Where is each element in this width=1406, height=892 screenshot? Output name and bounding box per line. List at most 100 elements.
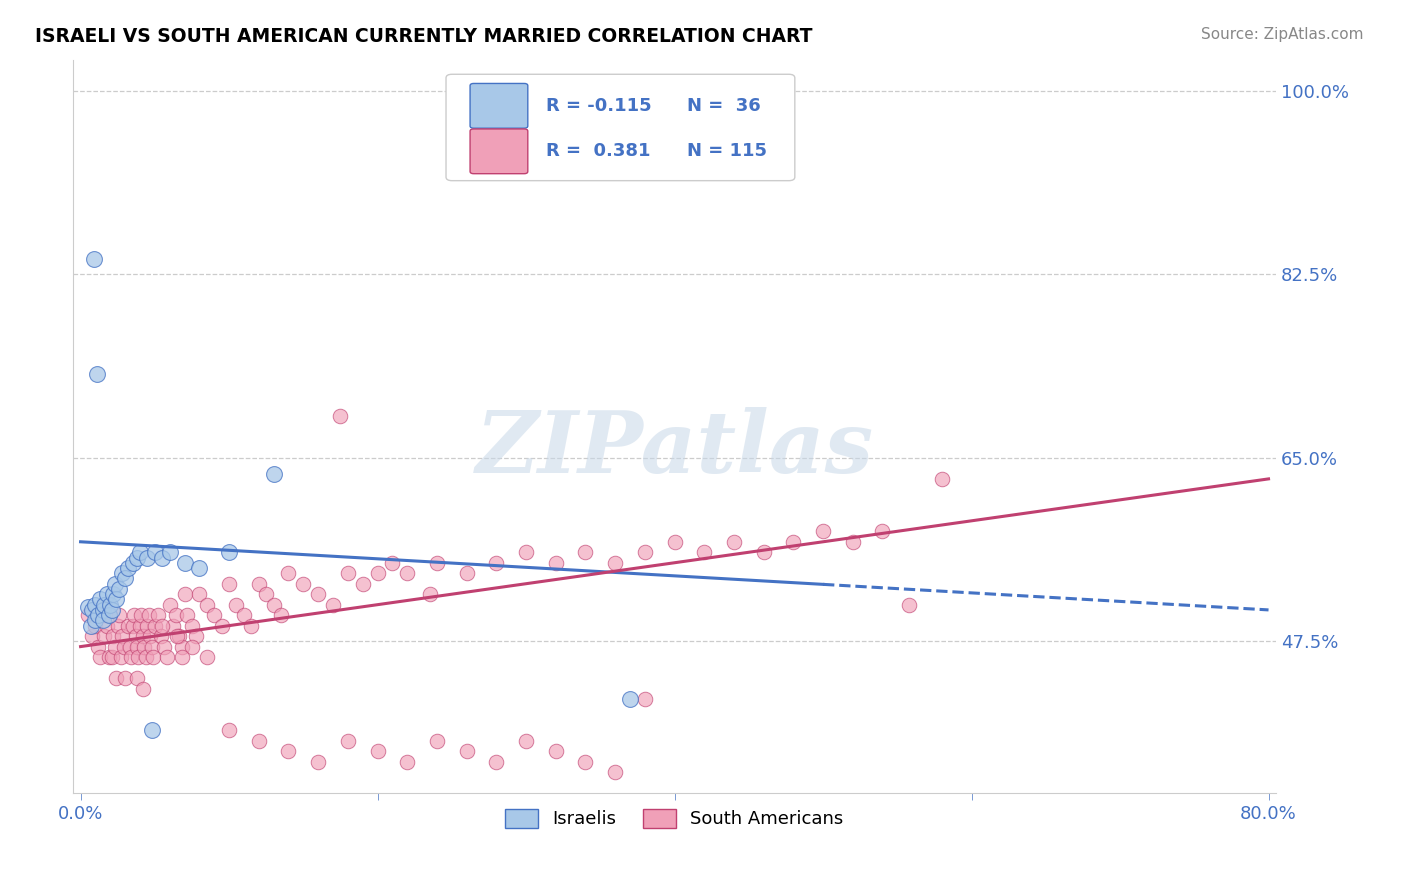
Text: N = 115: N = 115 bbox=[686, 143, 766, 161]
Point bbox=[218, 723, 240, 738]
Point bbox=[129, 545, 152, 559]
Point bbox=[97, 608, 120, 623]
Point bbox=[352, 576, 374, 591]
Point bbox=[544, 556, 567, 570]
Point bbox=[456, 744, 478, 758]
Point bbox=[167, 629, 190, 643]
Point bbox=[84, 614, 107, 628]
Point bbox=[134, 640, 156, 654]
Point bbox=[162, 618, 184, 632]
Point bbox=[811, 524, 834, 539]
Point bbox=[396, 566, 419, 581]
Point bbox=[150, 618, 173, 632]
Point bbox=[86, 367, 108, 381]
Point bbox=[693, 545, 716, 559]
Point bbox=[110, 650, 132, 665]
Point bbox=[195, 598, 218, 612]
Point bbox=[418, 587, 440, 601]
Point bbox=[426, 734, 449, 748]
Point bbox=[782, 534, 804, 549]
Point bbox=[98, 598, 121, 612]
Point bbox=[170, 650, 193, 665]
FancyBboxPatch shape bbox=[470, 84, 527, 128]
Point bbox=[117, 618, 139, 632]
Point bbox=[307, 587, 329, 601]
Point bbox=[97, 650, 120, 665]
Point bbox=[125, 640, 148, 654]
Point bbox=[396, 755, 419, 769]
Point bbox=[136, 550, 159, 565]
Point bbox=[544, 744, 567, 758]
Point bbox=[872, 524, 894, 539]
Point bbox=[277, 744, 299, 758]
Point bbox=[136, 618, 159, 632]
Point bbox=[186, 629, 208, 643]
Point bbox=[107, 618, 129, 632]
Point bbox=[143, 618, 166, 632]
Point bbox=[100, 603, 122, 617]
Point bbox=[121, 556, 143, 570]
Point bbox=[329, 409, 352, 423]
Point bbox=[322, 598, 344, 612]
Point bbox=[515, 734, 537, 748]
Point bbox=[381, 556, 404, 570]
Point bbox=[336, 734, 359, 748]
Point bbox=[87, 608, 110, 623]
Point bbox=[170, 640, 193, 654]
Text: R = -0.115: R = -0.115 bbox=[546, 97, 651, 115]
Point bbox=[150, 550, 173, 565]
Point bbox=[105, 592, 128, 607]
FancyBboxPatch shape bbox=[446, 74, 794, 181]
Point bbox=[98, 608, 121, 623]
Point bbox=[104, 576, 127, 591]
Point bbox=[96, 587, 118, 601]
Point bbox=[202, 608, 225, 623]
Point bbox=[118, 640, 141, 654]
Point bbox=[254, 587, 277, 601]
Point bbox=[108, 582, 131, 596]
Point bbox=[91, 603, 114, 617]
Point bbox=[135, 650, 157, 665]
Point bbox=[367, 744, 389, 758]
Point bbox=[218, 576, 240, 591]
Point bbox=[159, 545, 181, 559]
Point bbox=[456, 566, 478, 581]
Point bbox=[159, 598, 181, 612]
Point bbox=[270, 608, 292, 623]
Point bbox=[664, 534, 686, 549]
Point bbox=[143, 545, 166, 559]
Point bbox=[141, 723, 163, 738]
Point bbox=[91, 614, 114, 628]
Point bbox=[82, 603, 104, 617]
Point bbox=[141, 640, 163, 654]
Point bbox=[108, 608, 131, 623]
Point bbox=[574, 755, 596, 769]
Point bbox=[87, 640, 110, 654]
Point bbox=[117, 561, 139, 575]
Point bbox=[121, 618, 143, 632]
Point bbox=[114, 671, 136, 685]
Point bbox=[120, 650, 142, 665]
Point bbox=[898, 598, 921, 612]
Point bbox=[292, 576, 315, 591]
Point bbox=[156, 650, 179, 665]
Text: ISRAELI VS SOUTH AMERICAN CURRENTLY MARRIED CORRELATION CHART: ISRAELI VS SOUTH AMERICAN CURRENTLY MARR… bbox=[35, 27, 813, 45]
Point bbox=[247, 576, 270, 591]
Point bbox=[89, 592, 111, 607]
Point bbox=[181, 640, 204, 654]
Point bbox=[89, 650, 111, 665]
Point bbox=[485, 755, 508, 769]
Point bbox=[138, 608, 160, 623]
Point bbox=[122, 608, 145, 623]
FancyBboxPatch shape bbox=[470, 129, 527, 174]
Text: R =  0.381: R = 0.381 bbox=[546, 143, 651, 161]
Legend: Israelis, South Americans: Israelis, South Americans bbox=[498, 802, 851, 836]
Point bbox=[152, 640, 174, 654]
Point bbox=[426, 556, 449, 570]
Point bbox=[277, 566, 299, 581]
Point bbox=[842, 534, 865, 549]
Point bbox=[307, 755, 329, 769]
Point bbox=[124, 629, 146, 643]
Point bbox=[605, 765, 627, 780]
Point bbox=[82, 629, 104, 643]
